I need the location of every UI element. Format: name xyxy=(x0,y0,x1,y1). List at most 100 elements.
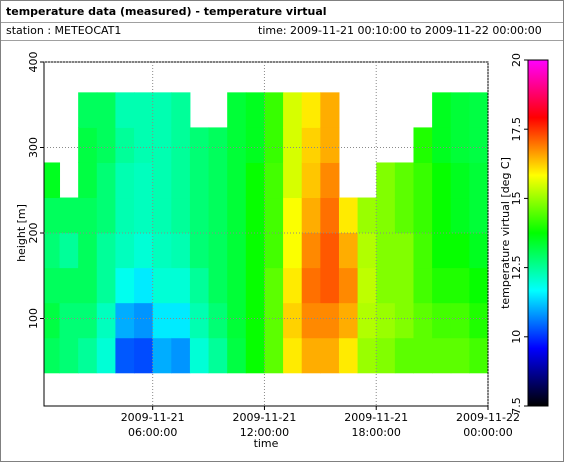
cell xyxy=(283,127,303,163)
cell xyxy=(44,197,61,234)
cell xyxy=(264,267,284,304)
cell xyxy=(432,337,452,374)
cell xyxy=(115,337,135,374)
cell xyxy=(320,232,340,269)
cell xyxy=(96,92,116,128)
cell xyxy=(469,127,488,163)
cell xyxy=(208,197,228,234)
cell xyxy=(171,302,191,339)
cell xyxy=(413,232,433,269)
cell xyxy=(171,337,191,374)
cell xyxy=(59,267,79,304)
cell xyxy=(245,232,265,269)
cell xyxy=(189,197,210,234)
cell xyxy=(78,337,98,374)
cell xyxy=(301,232,321,269)
cell xyxy=(283,267,303,304)
cell xyxy=(115,162,135,199)
cell xyxy=(59,337,79,374)
cell xyxy=(394,302,414,339)
cell xyxy=(394,232,414,269)
cell xyxy=(283,232,303,269)
cell xyxy=(115,197,135,234)
cell xyxy=(152,127,172,163)
cell xyxy=(78,92,98,128)
cell xyxy=(227,92,247,128)
cell xyxy=(44,267,61,304)
cell xyxy=(44,162,61,199)
cell xyxy=(413,127,433,163)
x-tick-label: 06:00:00 xyxy=(128,426,177,439)
cell xyxy=(245,267,265,304)
colorbar-label: temperature virtual [deg C] xyxy=(499,157,512,309)
cell xyxy=(413,337,433,374)
station: station : METEOCAT1 xyxy=(6,24,121,37)
cell xyxy=(264,162,284,199)
cell xyxy=(44,302,61,339)
cell xyxy=(469,337,488,374)
cell xyxy=(413,302,433,339)
cell xyxy=(96,127,116,163)
cell xyxy=(78,267,98,304)
cell xyxy=(283,162,303,199)
cell xyxy=(152,337,172,374)
cell xyxy=(134,162,154,199)
cell xyxy=(227,232,247,269)
cell xyxy=(469,232,488,269)
cell xyxy=(264,302,284,339)
cell xyxy=(320,92,340,128)
cell xyxy=(96,302,116,339)
cell xyxy=(152,92,172,128)
cell xyxy=(227,302,247,339)
colorbar xyxy=(527,59,549,407)
cell xyxy=(357,232,377,269)
cell xyxy=(376,162,396,199)
cell xyxy=(338,302,359,339)
y-axis-label: height [m] xyxy=(15,204,28,262)
cell xyxy=(227,127,247,163)
x-axis-label: time xyxy=(254,437,279,450)
cell xyxy=(432,92,452,128)
cell xyxy=(357,267,377,304)
cell xyxy=(394,267,414,304)
y-tick-label: 100 xyxy=(27,308,40,329)
cell xyxy=(376,302,396,339)
cell xyxy=(78,197,98,234)
cell xyxy=(469,302,488,339)
cell xyxy=(134,267,154,304)
cell xyxy=(338,337,359,374)
cell xyxy=(357,337,377,374)
y-tick-label: 400 xyxy=(27,52,40,73)
colorbar-tick-label: 17.5 xyxy=(510,117,523,142)
cell xyxy=(450,197,470,234)
cell xyxy=(115,127,135,163)
cell xyxy=(320,267,340,304)
x-tick-label: 2009-11-21 xyxy=(344,411,408,424)
cell xyxy=(394,162,414,199)
x-tick-label: 2009-11-21 xyxy=(232,411,296,424)
x-tick-label: 18:00:00 xyxy=(352,426,401,439)
cell xyxy=(44,232,61,269)
cell xyxy=(78,127,98,163)
cell xyxy=(432,197,452,234)
cell xyxy=(96,162,116,199)
cell xyxy=(338,267,359,304)
cell xyxy=(376,232,396,269)
chart-title: temperature data (measured) - temperatur… xyxy=(6,5,327,18)
cell xyxy=(413,267,433,304)
cell xyxy=(152,267,172,304)
cell xyxy=(152,197,172,234)
cell xyxy=(376,197,396,234)
cell xyxy=(115,267,135,304)
cell xyxy=(44,337,61,374)
cell xyxy=(432,267,452,304)
cell xyxy=(78,232,98,269)
cell xyxy=(469,92,488,128)
cell xyxy=(264,197,284,234)
cell xyxy=(96,232,116,269)
cell xyxy=(134,232,154,269)
cell xyxy=(208,232,228,269)
cell xyxy=(171,267,191,304)
cell xyxy=(152,302,172,339)
